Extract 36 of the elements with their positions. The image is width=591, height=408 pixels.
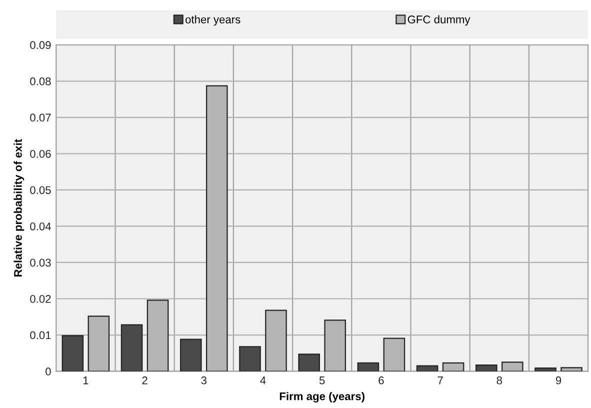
x-tick-label: 4 xyxy=(260,376,266,384)
bar xyxy=(534,367,556,372)
bar xyxy=(560,367,582,372)
bar xyxy=(62,335,84,372)
x-tick-label: 9 xyxy=(556,376,562,384)
legend-label: other years xyxy=(186,15,240,26)
y-tick-label: 0.02 xyxy=(30,295,51,303)
x-tick-label: 8 xyxy=(496,376,502,384)
y-tick-label: 0.05 xyxy=(30,186,51,194)
y-tick-label: 0.01 xyxy=(30,331,51,340)
bar xyxy=(357,362,380,372)
y-tick-label: 0 xyxy=(46,368,51,376)
y-tick-label: 0.07 xyxy=(30,114,51,122)
bar xyxy=(502,362,524,372)
y-tick-label: 0.08 xyxy=(30,77,51,86)
x-tick-label: 2 xyxy=(142,376,148,384)
bar xyxy=(298,354,320,372)
bar xyxy=(383,338,406,372)
y-tick-label: 0.09 xyxy=(30,41,51,50)
x-tick-label: 5 xyxy=(319,376,325,384)
bar xyxy=(120,324,143,372)
x-tick-label: 7 xyxy=(438,376,443,384)
y-axis-title: Relative probability of exit xyxy=(14,139,24,276)
bar xyxy=(416,365,438,372)
y-tick-label: 0.06 xyxy=(30,150,51,158)
bar xyxy=(239,346,261,372)
legend-label: GFC dummy xyxy=(408,15,470,26)
x-axis-title: Firm age (years) xyxy=(280,392,364,402)
x-tick-label: 3 xyxy=(201,376,206,384)
bar xyxy=(475,364,498,372)
bar xyxy=(180,338,202,372)
y-tick-label: 0.04 xyxy=(30,222,51,230)
x-tick-label: 1 xyxy=(83,376,88,384)
y-tick-label: 0.03 xyxy=(30,258,51,267)
bar xyxy=(442,362,464,372)
x-tick-label: 6 xyxy=(378,376,384,384)
